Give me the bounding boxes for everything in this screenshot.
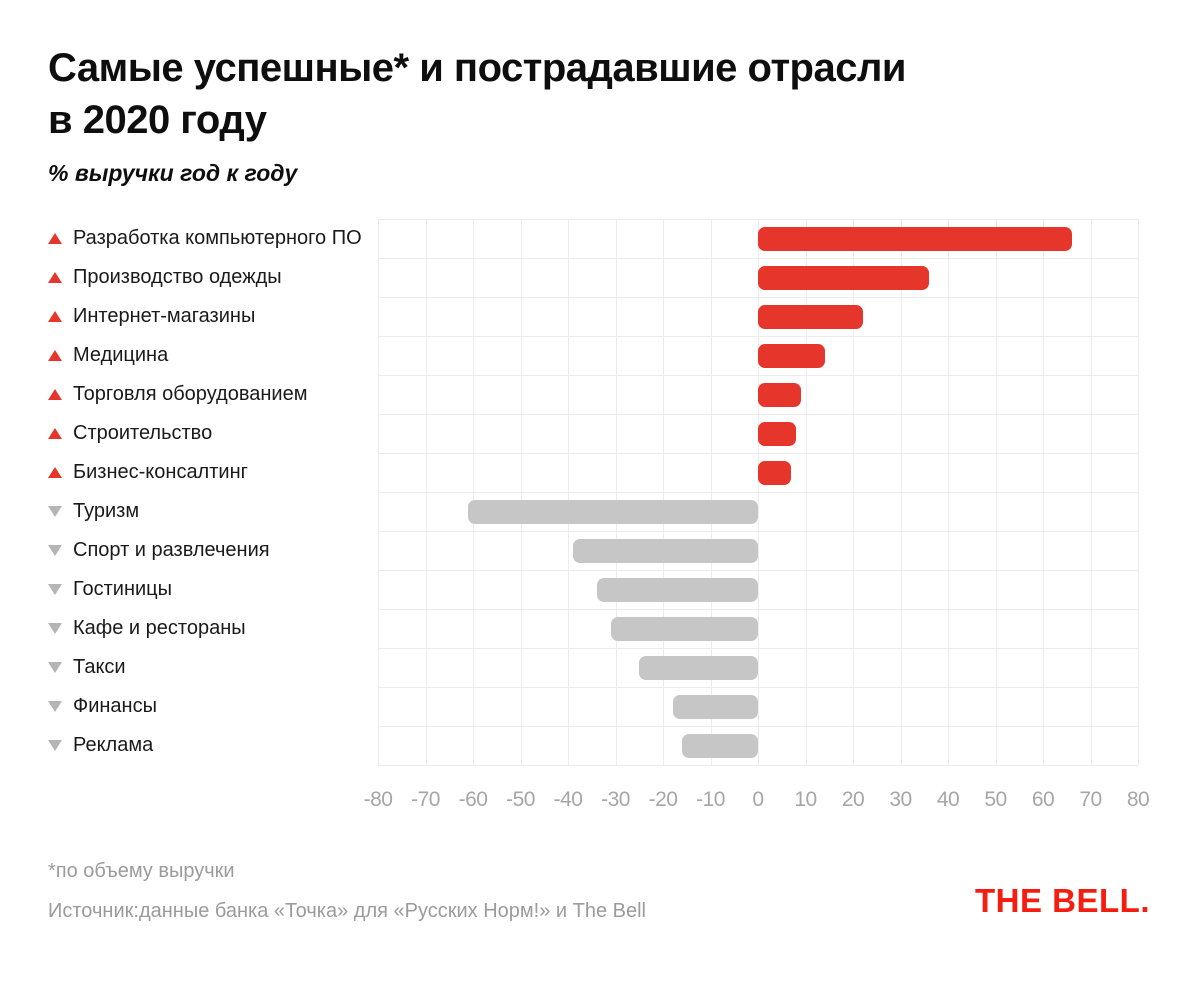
down-triangle-icon [48,584,62,595]
the-bell-logo: THE BELL. [975,882,1150,919]
category-label: Туризм [73,500,140,522]
chart-title-line1: Самые успешные* и пострадавшие отрасли [48,46,906,90]
gridline-horizontal [378,492,1138,493]
category-label: Торговля оборудованием [73,383,308,405]
category-label: Интернет-магазины [73,305,256,327]
gridline-horizontal [378,375,1138,376]
category-label: Производство одежды [73,266,282,288]
category-label-row: Бизнес-консалтинг [48,453,248,492]
source-note: Источник:данные банка «Точка» для «Русск… [48,900,646,922]
x-axis-tick-label: -20 [648,788,678,811]
bar-negative [672,694,758,719]
category-label-row: Туризм [48,492,139,531]
category-label: Бизнес-консалтинг [73,461,248,483]
x-axis-tick-label: 10 [794,788,817,811]
category-label-row: Производство одежды [48,258,282,297]
category-label-row: Гостиницы [48,570,172,609]
bar-positive [758,226,1072,251]
bar-positive [758,460,792,485]
x-axis-tick-label: 20 [841,788,865,811]
bar-negative [596,577,758,602]
up-triangle-icon [48,467,62,478]
down-triangle-icon [48,545,62,556]
x-axis-tick-label: 40 [936,788,960,811]
x-axis-tick-label: 50 [984,788,1007,811]
x-axis-tick-label: -40 [553,788,583,811]
bar-positive [758,265,929,290]
up-triangle-icon [48,311,62,322]
footnote: *по объему выручки [48,860,235,882]
gridline-horizontal [378,765,1138,766]
chart-title: Самые успешные* и пострадавшие отрасли в… [48,42,906,146]
category-label-row: Спорт и развлечения [48,531,270,570]
gridline-horizontal [378,726,1138,727]
bar-negative [572,538,758,563]
chart-title-line2: в 2020 году [48,98,267,142]
x-axis-tick-label: -50 [506,788,535,811]
category-label: Такси [73,656,126,678]
bar-negative [610,616,758,641]
category-label-row: Интернет-магазины [48,297,255,336]
category-label: Реклама [73,734,154,756]
down-triangle-icon [48,701,62,712]
gridline-horizontal [378,531,1138,532]
x-axis-tick-label: -80 [363,788,393,811]
gridline-horizontal [378,414,1138,415]
bar-negative [682,733,758,758]
category-label: Медицина [73,344,169,366]
category-label: Спорт и развлечения [73,539,270,561]
up-triangle-icon [48,350,62,361]
category-label-row: Реклама [48,726,153,765]
category-label-row: Торговля оборудованием [48,375,307,414]
gridline-horizontal [378,258,1138,259]
bar-positive [758,343,825,368]
x-axis-tick-label: 70 [1079,788,1102,811]
gridline-horizontal [378,453,1138,454]
category-label: Кафе и рестораны [73,617,246,639]
category-label-row: Разработка компьютерного ПО [48,219,362,258]
category-label: Строительство [73,422,213,444]
x-axis-tick-label: -60 [458,788,488,811]
category-label-row: Кафе и рестораны [48,609,246,648]
x-axis-tick-label: -10 [696,788,725,811]
x-axis-tick-label: 0 [752,788,764,811]
x-axis-tick-label: -30 [601,788,630,811]
category-label: Финансы [73,695,157,717]
down-triangle-icon [48,506,62,517]
bar-positive [758,304,863,329]
gridline-vertical [1138,219,1139,765]
category-label-row: Медицина [48,336,168,375]
gridline-horizontal [378,570,1138,571]
category-label-row: Строительство [48,414,212,453]
bar-positive [758,421,796,446]
gridline-horizontal [378,297,1138,298]
up-triangle-icon [48,272,62,283]
gridline-horizontal [378,609,1138,610]
chart-subtitle: % выручки год к году [48,160,298,186]
category-label-row: Финансы [48,687,157,726]
up-triangle-icon [48,233,62,244]
x-axis-tick-label: 80 [1126,788,1150,811]
bar-negative [639,655,758,680]
down-triangle-icon [48,623,62,634]
category-label: Разработка компьютерного ПО [73,227,362,249]
bar-negative [468,499,758,524]
x-axis-tick-label: 60 [1031,788,1055,811]
gridline-horizontal [378,219,1138,220]
gridline-horizontal [378,687,1138,688]
bar-positive [758,382,801,407]
category-label: Гостиницы [73,578,172,600]
down-triangle-icon [48,662,62,673]
x-axis-tick-label: -70 [411,788,440,811]
category-label-row: Такси [48,648,126,687]
down-triangle-icon [48,740,62,751]
plot-area [378,219,1139,766]
gridline-horizontal [378,648,1138,649]
x-axis-tick-label: 30 [889,788,912,811]
gridline-horizontal [378,336,1138,337]
up-triangle-icon [48,428,62,439]
up-triangle-icon [48,389,62,400]
